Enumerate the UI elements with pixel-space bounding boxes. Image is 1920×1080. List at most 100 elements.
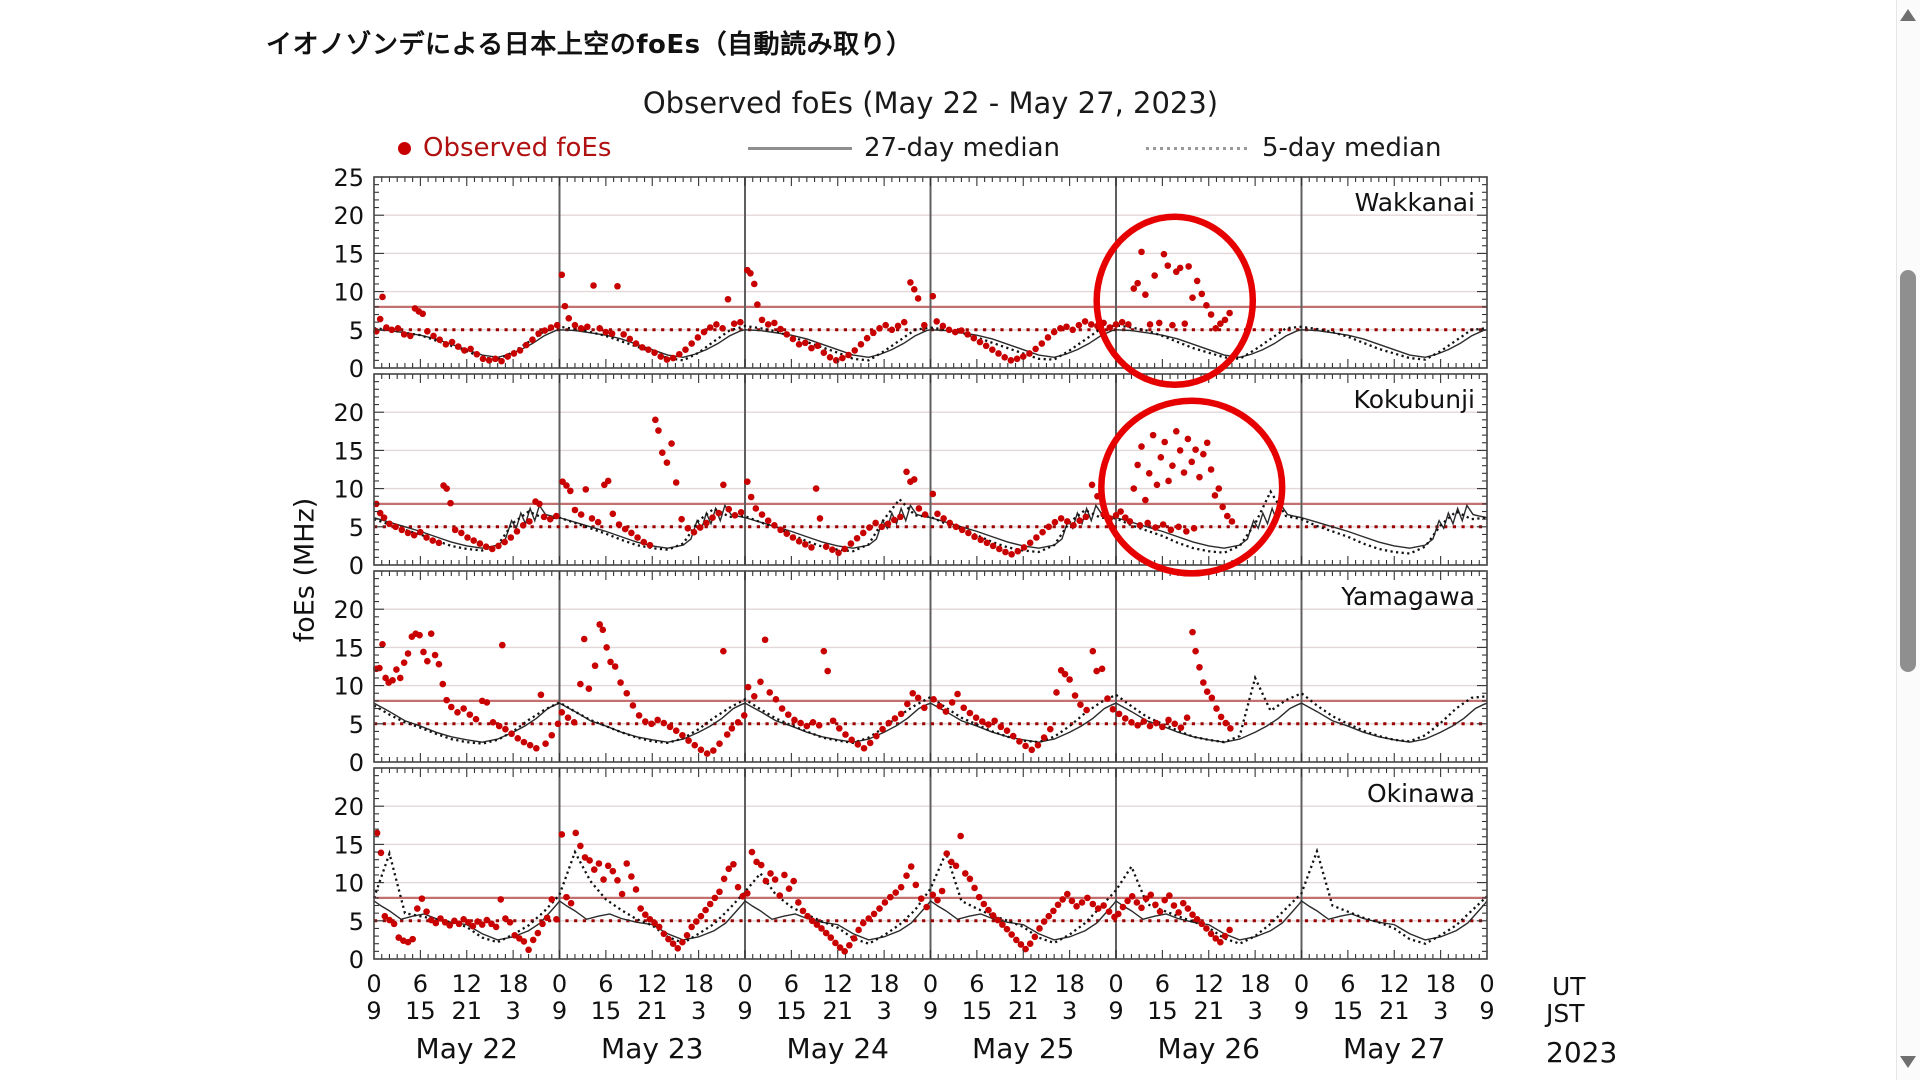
station-label-okinawa: Okinawa bbox=[1367, 779, 1475, 808]
svg-text:0: 0 bbox=[349, 552, 364, 580]
svg-text:12: 12 bbox=[451, 970, 482, 998]
svg-text:21: 21 bbox=[1193, 997, 1224, 1025]
observed-dot-marker-icon bbox=[398, 141, 411, 155]
svg-text:6: 6 bbox=[1340, 970, 1355, 998]
svg-text:10: 10 bbox=[333, 476, 364, 504]
date-label: May 26 bbox=[1158, 1032, 1260, 1065]
median5-line bbox=[373, 489, 1488, 555]
svg-text:0: 0 bbox=[349, 749, 364, 777]
svg-text:12: 12 bbox=[822, 970, 853, 998]
svg-text:0: 0 bbox=[366, 970, 381, 998]
svg-text:21: 21 bbox=[822, 997, 853, 1025]
svg-text:10: 10 bbox=[333, 279, 364, 307]
svg-text:21: 21 bbox=[1008, 997, 1039, 1025]
observed-dots bbox=[373, 621, 1234, 757]
svg-text:3: 3 bbox=[691, 997, 706, 1025]
legend-item-5day-median: 5-day median bbox=[1146, 132, 1441, 164]
scrollbar-thumb[interactable] bbox=[1900, 270, 1916, 672]
legend-observed-label: Observed foEs bbox=[423, 133, 612, 163]
svg-text:6: 6 bbox=[413, 970, 428, 998]
observed-dots bbox=[373, 416, 1236, 558]
chart-title: Observed foEs (May 22 - May 27, 2023) bbox=[642, 86, 1219, 120]
panel-yamagawa: 0 5 10 15 20 Yamagawa bbox=[333, 570, 1488, 777]
station-label-yamagawa: Yamagawa bbox=[1340, 582, 1475, 611]
svg-text:10: 10 bbox=[333, 870, 364, 898]
browser-scrollbar[interactable] bbox=[1896, 0, 1920, 1080]
svg-text:15: 15 bbox=[1333, 997, 1364, 1025]
svg-text:6: 6 bbox=[1155, 970, 1170, 998]
x-axis-labels: 0961512211830961512211830961512211830961… bbox=[366, 970, 1494, 1065]
panel-kokubunji: 0 5 10 15 20 Kokubunji bbox=[333, 373, 1488, 580]
svg-text:15: 15 bbox=[776, 997, 807, 1025]
svg-text:12: 12 bbox=[1379, 970, 1410, 998]
svg-text:3: 3 bbox=[876, 997, 891, 1025]
median27-line bbox=[373, 899, 1488, 941]
svg-text:6: 6 bbox=[969, 970, 984, 998]
svg-text:15: 15 bbox=[962, 997, 993, 1025]
svg-text:9: 9 bbox=[1108, 997, 1123, 1025]
observed-dots bbox=[373, 829, 1233, 955]
svg-text:3: 3 bbox=[1247, 997, 1262, 1025]
svg-text:18: 18 bbox=[683, 970, 714, 998]
svg-text:20: 20 bbox=[333, 202, 364, 230]
scrollbar-down-arrow-icon[interactable] bbox=[1900, 1056, 1916, 1068]
scrollbar-up-arrow-icon[interactable] bbox=[1900, 9, 1916, 21]
ut-axis-tag: UT bbox=[1552, 972, 1586, 1001]
svg-text:20: 20 bbox=[333, 399, 364, 427]
svg-text:15: 15 bbox=[333, 634, 364, 662]
svg-text:3: 3 bbox=[1433, 997, 1448, 1025]
svg-text:3: 3 bbox=[505, 997, 520, 1025]
svg-text:0: 0 bbox=[737, 970, 752, 998]
jst-axis-tag: JST bbox=[1546, 999, 1585, 1028]
svg-text:10: 10 bbox=[333, 673, 364, 701]
solid-line-marker-icon bbox=[748, 146, 852, 150]
svg-text:0: 0 bbox=[1294, 970, 1309, 998]
svg-text:5: 5 bbox=[349, 908, 364, 936]
svg-text:15: 15 bbox=[405, 997, 436, 1025]
svg-text:9: 9 bbox=[1294, 997, 1309, 1025]
svg-text:15: 15 bbox=[591, 997, 622, 1025]
svg-text:12: 12 bbox=[1193, 970, 1224, 998]
panel-okinawa: 0 5 10 15 20 Okinawa bbox=[333, 767, 1488, 974]
svg-text:18: 18 bbox=[1054, 970, 1085, 998]
svg-text:18: 18 bbox=[1425, 970, 1456, 998]
svg-text:15: 15 bbox=[333, 437, 364, 465]
svg-text:9: 9 bbox=[737, 997, 752, 1025]
svg-text:0: 0 bbox=[349, 946, 364, 974]
svg-text:15: 15 bbox=[333, 831, 364, 859]
svg-text:6: 6 bbox=[598, 970, 613, 998]
svg-text:25: 25 bbox=[333, 164, 364, 192]
svg-text:0: 0 bbox=[349, 355, 364, 383]
legend-item-27day-median: 27-day median bbox=[748, 132, 1060, 164]
svg-text:5: 5 bbox=[349, 711, 364, 739]
svg-text:0: 0 bbox=[1479, 970, 1494, 998]
date-label: May 24 bbox=[787, 1032, 889, 1065]
date-label: May 23 bbox=[601, 1032, 703, 1065]
median5-line bbox=[373, 324, 1488, 362]
date-label: May 27 bbox=[1343, 1032, 1445, 1065]
station-label-kokubunji: Kokubunji bbox=[1354, 385, 1475, 414]
panel-wakkanai: 0 5 10 15 20 25 Wakkanai bbox=[333, 164, 1488, 383]
svg-text:9: 9 bbox=[552, 997, 567, 1025]
svg-text:5: 5 bbox=[349, 317, 364, 345]
svg-text:9: 9 bbox=[1479, 997, 1494, 1025]
year-label: 2023 bbox=[1546, 1036, 1618, 1069]
median27-line bbox=[373, 702, 1488, 743]
legend-27day-label: 27-day median bbox=[864, 133, 1061, 163]
svg-text:12: 12 bbox=[637, 970, 668, 998]
svg-text:0: 0 bbox=[552, 970, 567, 998]
station-label-wakkanai: Wakkanai bbox=[1355, 188, 1475, 217]
page-title: イオノゾンデによる日本上空のfoEs（自動読み取り） bbox=[266, 30, 913, 60]
svg-text:21: 21 bbox=[637, 997, 668, 1025]
dotted-line-marker-icon bbox=[1146, 146, 1250, 150]
svg-text:3: 3 bbox=[1062, 997, 1077, 1025]
svg-text:6: 6 bbox=[784, 970, 799, 998]
svg-text:18: 18 bbox=[869, 970, 900, 998]
svg-text:15: 15 bbox=[1147, 997, 1178, 1025]
legend-5day-label: 5-day median bbox=[1262, 133, 1442, 163]
svg-text:5: 5 bbox=[349, 514, 364, 542]
legend-item-observed: Observed foEs bbox=[398, 132, 611, 164]
anomaly-circle-wakkanai bbox=[1093, 213, 1257, 389]
